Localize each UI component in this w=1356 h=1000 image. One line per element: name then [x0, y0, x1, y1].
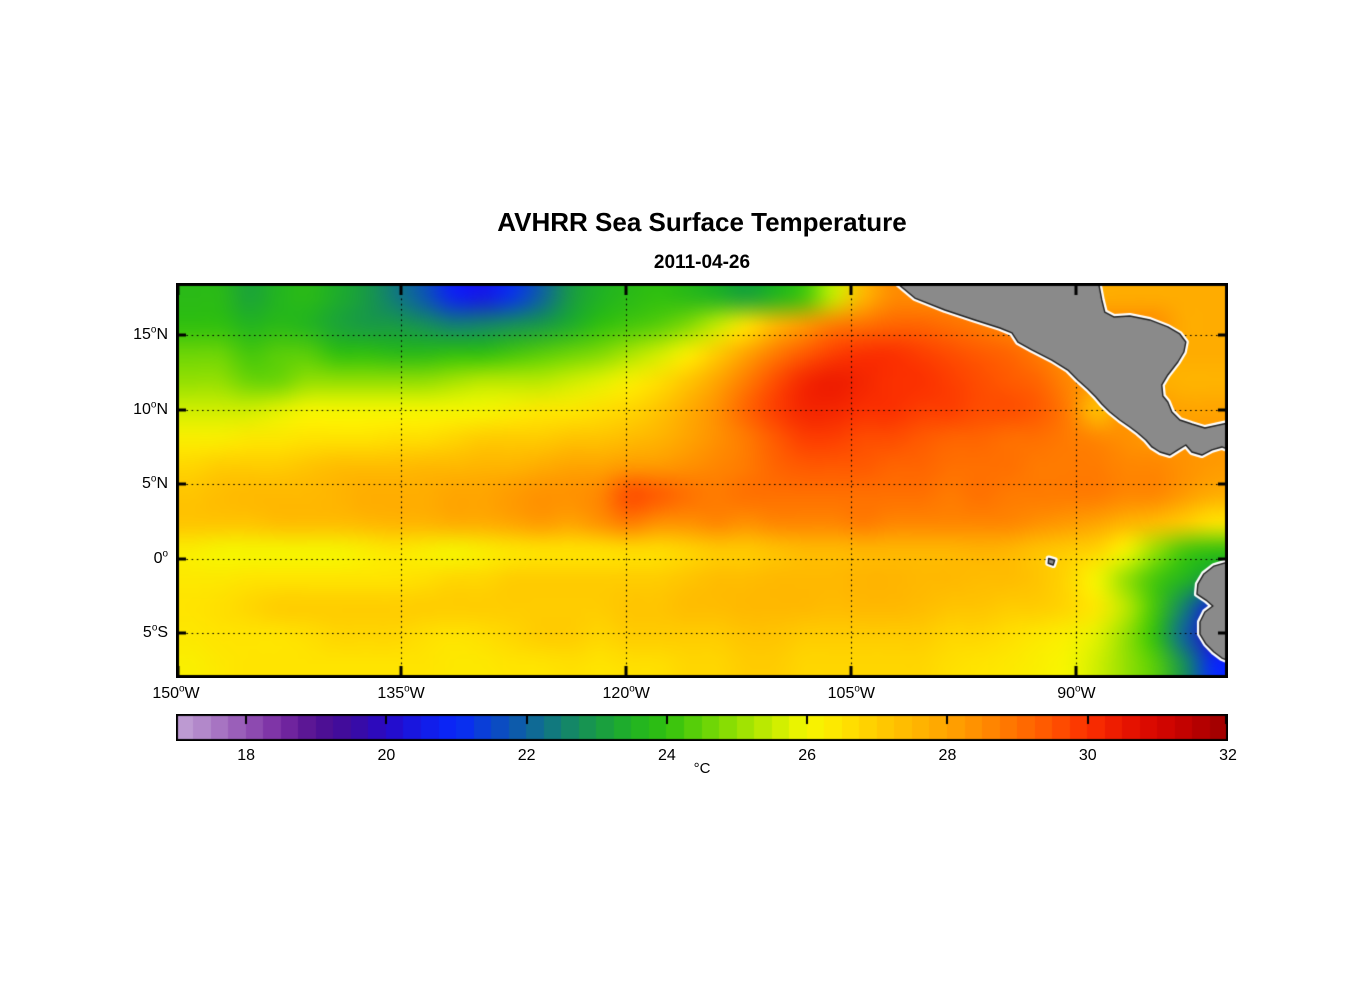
colorbar-tick-label: 30	[1078, 747, 1097, 764]
chart-date-subtitle: 2011-04-26	[653, 252, 751, 273]
x-axis-tick-label: 120oW	[602, 683, 650, 702]
sst-map-axes: 15oN 10oN 5oN 0o 5oS 150oW 135oW 120oW 105oW 90oW	[133, 283, 1228, 702]
colorbar-canvas	[176, 714, 1228, 741]
x-axis-tick-label: 105oW	[827, 683, 875, 702]
colorbar-tick-label: 20	[377, 747, 396, 764]
y-axis-tick-label: 15oN	[133, 324, 168, 344]
y-axis-tick-label: 0o	[153, 548, 168, 567]
x-axis-tick-label: 90oW	[1057, 683, 1096, 702]
colorbar-tick-label: 28	[938, 747, 957, 764]
x-axis-tick-label: 135oW	[377, 683, 425, 702]
colorbar-units-label: °C	[693, 760, 711, 777]
colorbar-tick-label: 22	[517, 747, 536, 764]
colorbar-tick-label: 18	[237, 747, 256, 764]
chart-title: AVHRR Sea Surface Temperature	[497, 207, 907, 237]
sst-heatmap-canvas	[176, 283, 1228, 678]
colorbar: 18 20 22 24 26 28 30 32	[176, 714, 1237, 764]
y-axis-tick-label: 5oS	[142, 622, 168, 642]
colorbar-tick-label: 26	[798, 747, 817, 764]
x-axis-tick-label: 150oW	[152, 683, 200, 702]
y-axis-tick-label: 5oN	[142, 473, 168, 493]
y-axis-tick-label: 10oN	[133, 399, 168, 418]
colorbar-tick-label: 32	[1219, 747, 1237, 764]
colorbar-tick-label: 24	[658, 747, 676, 764]
